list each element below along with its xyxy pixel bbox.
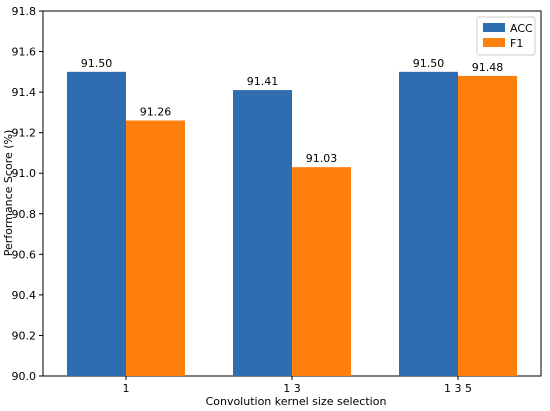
y-tick-label: 91.8 xyxy=(12,5,37,18)
y-tick-label: 90.6 xyxy=(12,248,37,261)
data-label: 91.03 xyxy=(306,152,338,165)
y-tick-label: 91.0 xyxy=(12,167,37,180)
data-label: 91.26 xyxy=(140,106,172,119)
bar-f1-1 xyxy=(126,120,185,376)
x-axis: 1 1 3 1 3 5 xyxy=(123,376,472,395)
y-tick-label: 91.2 xyxy=(12,127,37,140)
data-label: 91.48 xyxy=(472,61,504,74)
bar-acc-2 xyxy=(233,90,292,376)
y-tick-label: 90.8 xyxy=(12,208,37,221)
data-label: 91.50 xyxy=(413,57,445,70)
x-tick-label: 1 xyxy=(123,382,130,395)
bar-acc-3 xyxy=(399,71,458,376)
y-tick-label: 90.2 xyxy=(12,329,37,342)
legend-swatch xyxy=(483,23,505,32)
y-axis: 90.0 90.2 90.4 90.6 90.8 91.0 91.2 91.4 91.6 91.8 xyxy=(12,5,43,383)
x-axis-label: Convolution kernel size selection xyxy=(206,395,387,408)
plot-area: 91.50 91.26 91.41 91.03 91.50 91.48 xyxy=(42,10,542,377)
legend-label: F1 xyxy=(510,37,523,50)
legend-label: ACC xyxy=(510,22,533,35)
bar-f1-3 xyxy=(458,75,517,376)
y-axis-label: Performance Score (%) xyxy=(2,130,15,257)
x-tick-label: 1 3 5 xyxy=(444,382,472,395)
y-tick-label: 91.6 xyxy=(12,46,37,59)
y-tick-label: 90.4 xyxy=(12,289,37,302)
y-tick-label: 91.4 xyxy=(12,86,37,99)
data-label: 91.50 xyxy=(81,57,113,70)
bar-f1-2 xyxy=(292,167,351,376)
legend: ACC F1 xyxy=(476,16,536,56)
legend-swatch xyxy=(483,38,505,47)
x-tick-label: 1 3 xyxy=(283,382,301,395)
bar-acc-1 xyxy=(67,71,126,376)
y-tick-label: 90.0 xyxy=(12,370,37,383)
data-label: 91.41 xyxy=(247,75,279,88)
